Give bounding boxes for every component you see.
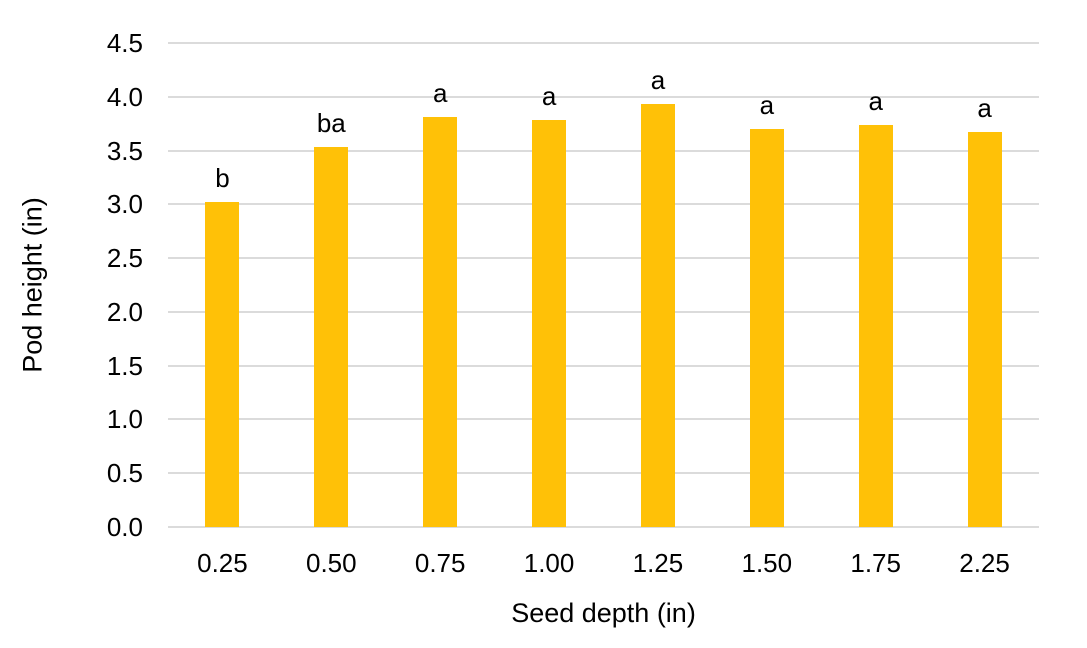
bar <box>205 202 240 527</box>
significance-letter: a <box>868 85 883 116</box>
bar <box>314 147 349 527</box>
bar <box>967 132 1002 527</box>
gridline <box>168 364 1039 367</box>
x-axis-tick-label: 1.75 <box>850 548 901 578</box>
significance-letter: a <box>432 78 448 109</box>
y-axis-tick-label: 3.5 <box>106 135 143 166</box>
significance-letter: a <box>650 65 666 96</box>
y-axis-tick-label: 4.0 <box>106 81 143 112</box>
significance-letter: a <box>541 81 557 112</box>
significance-letter: b <box>215 163 230 194</box>
y-axis-tick-label: 2.5 <box>106 243 143 274</box>
gridline <box>168 418 1039 421</box>
gridline <box>168 42 1039 44</box>
y-axis-tick-label: 3.0 <box>106 189 143 220</box>
gridline <box>168 310 1039 313</box>
gridline <box>168 95 1039 98</box>
x-axis-tick-label: 2.25 <box>959 548 1010 578</box>
bar <box>749 129 784 527</box>
x-axis-tick-label: 0.50 <box>306 548 357 578</box>
gridline <box>168 526 1039 528</box>
significance-letter: a <box>977 93 992 124</box>
bar <box>640 104 675 527</box>
y-axis-title: Pod height (in) <box>17 197 48 373</box>
significance-letter: a <box>759 90 775 121</box>
bar <box>532 120 567 527</box>
gridline <box>168 472 1039 475</box>
gridline <box>168 257 1039 260</box>
significance-letter: ba <box>316 108 346 139</box>
y-axis-tick-label: 1.5 <box>106 350 143 381</box>
x-axis-tick-label: 1.50 <box>741 548 793 578</box>
bar <box>858 124 893 527</box>
y-axis-tick-label: 2.0 <box>106 296 143 327</box>
gridline <box>168 203 1039 206</box>
y-axis-tick-label: 1.0 <box>106 404 143 435</box>
x-axis-tick-label: 1.25 <box>632 548 684 578</box>
bar <box>423 117 458 527</box>
y-axis-tick-label: 0.0 <box>106 512 143 542</box>
x-axis-tick-label: 0.25 <box>197 548 248 578</box>
x-axis-tick-label: 0.75 <box>414 548 466 578</box>
gridline <box>168 149 1039 152</box>
x-axis-title: Seed depth (in) <box>511 598 696 628</box>
x-axis-tick-label: 1.00 <box>523 548 575 578</box>
y-axis-tick-label: 0.5 <box>106 458 143 489</box>
y-axis-tick-label: 4.5 <box>106 28 143 58</box>
